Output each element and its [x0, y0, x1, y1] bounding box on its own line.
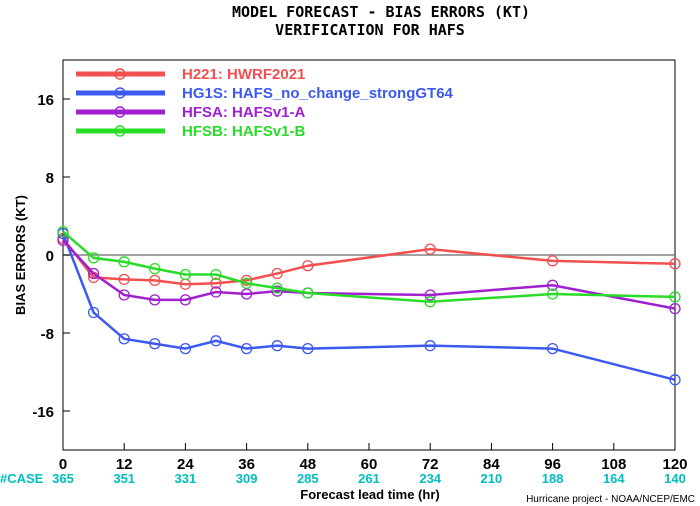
- y-tick-label: 16: [37, 92, 54, 109]
- y-tick-label: -16: [32, 404, 54, 421]
- legend-label: HG1S: HAFS_no_change_strongGT64: [182, 85, 454, 102]
- case-count: 365: [52, 471, 74, 486]
- case-count: 140: [664, 471, 686, 486]
- case-count: 285: [297, 471, 319, 486]
- y-axis-label: BIAS ERRORS (KT): [13, 195, 28, 315]
- credit-text: Hurricane project - NOAA/NCEP/EMC: [526, 494, 695, 505]
- case-count: 351: [113, 471, 135, 486]
- chart-title: MODEL FORECAST - BIAS ERRORS (KT): [232, 3, 530, 21]
- case-count: 234: [419, 471, 441, 486]
- y-tick-label: 8: [46, 170, 54, 187]
- series-2: [58, 235, 680, 313]
- case-count: 331: [175, 471, 197, 486]
- legend: H221: HWRF2021 HG1S: HAFS_no_change_stron…: [76, 66, 454, 140]
- case-count: 261: [358, 471, 380, 486]
- legend-label: H221: HWRF2021: [182, 66, 305, 83]
- case-label: #CASE: [0, 471, 44, 486]
- bias-errors-chart: MODEL FORECAST - BIAS ERRORS (KT) VERIFI…: [0, 0, 700, 506]
- series-1: [58, 229, 680, 385]
- case-count: 309: [236, 471, 258, 486]
- legend-label: HFSA: HAFSv1-A: [182, 104, 306, 121]
- y-tick-label: -8: [41, 326, 54, 343]
- x-axis-ticks: 0 12 24 36 48 60 72 84 96 108 120: [59, 443, 688, 473]
- series-line: [63, 238, 675, 284]
- legend-label: HFSB: HAFSv1-B: [182, 123, 306, 140]
- case-count: 188: [542, 471, 564, 486]
- case-count: 210: [481, 471, 503, 486]
- case-count: 164: [603, 471, 625, 486]
- series-layer: [58, 227, 680, 385]
- x-axis-label: Forecast lead time (hr): [300, 487, 439, 502]
- y-tick-label: 0: [46, 248, 54, 265]
- y-axis-ticks: 16 8 0 -8 -16: [32, 92, 70, 421]
- series-0: [58, 233, 680, 289]
- case-numbers: 365 351 331 309 285 261 234 210 188 164 140: [52, 471, 686, 486]
- chart-subtitle: VERIFICATION FOR HAFS: [275, 21, 465, 39]
